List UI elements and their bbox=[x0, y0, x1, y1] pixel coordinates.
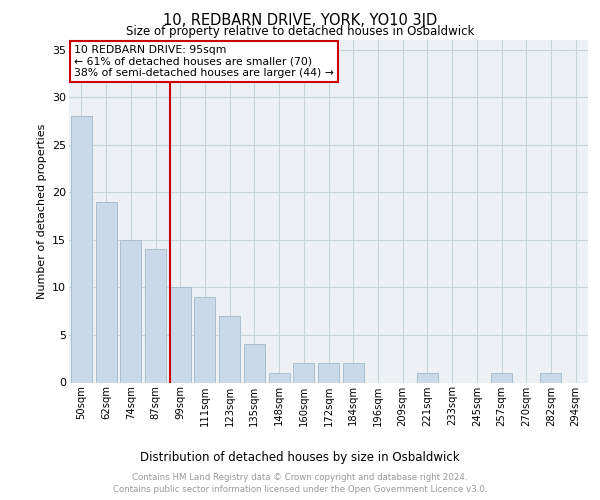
Bar bbox=[194, 297, 215, 382]
Bar bbox=[491, 373, 512, 382]
Bar bbox=[318, 364, 339, 382]
Bar bbox=[145, 250, 166, 382]
Text: Distribution of detached houses by size in Osbaldwick: Distribution of detached houses by size … bbox=[140, 451, 460, 464]
Text: 10, REDBARN DRIVE, YORK, YO10 3JD: 10, REDBARN DRIVE, YORK, YO10 3JD bbox=[163, 12, 437, 28]
Bar bbox=[293, 364, 314, 382]
Bar bbox=[71, 116, 92, 382]
Bar bbox=[417, 373, 438, 382]
Text: Size of property relative to detached houses in Osbaldwick: Size of property relative to detached ho… bbox=[126, 25, 474, 38]
Bar bbox=[170, 288, 191, 382]
Bar bbox=[343, 364, 364, 382]
Bar bbox=[95, 202, 116, 382]
Bar bbox=[120, 240, 141, 382]
Bar bbox=[269, 373, 290, 382]
Text: 10 REDBARN DRIVE: 95sqm
← 61% of detached houses are smaller (70)
38% of semi-de: 10 REDBARN DRIVE: 95sqm ← 61% of detache… bbox=[74, 45, 334, 78]
Text: Contains HM Land Registry data © Crown copyright and database right 2024.
Contai: Contains HM Land Registry data © Crown c… bbox=[113, 472, 487, 494]
Bar bbox=[541, 373, 562, 382]
Bar bbox=[219, 316, 240, 382]
Bar bbox=[244, 344, 265, 383]
Y-axis label: Number of detached properties: Number of detached properties bbox=[37, 124, 47, 299]
